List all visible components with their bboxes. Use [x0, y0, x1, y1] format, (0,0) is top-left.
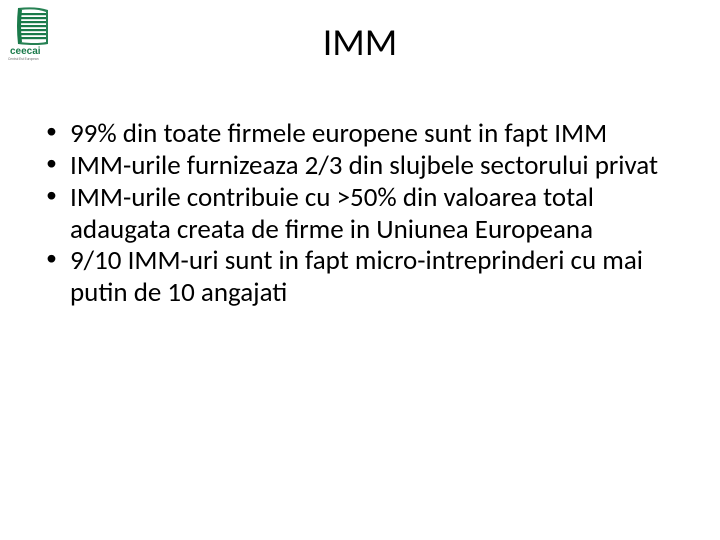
bullet-list: 99% din toate firmele europene sunt in f… — [42, 118, 684, 309]
page-title: IMM — [0, 20, 720, 66]
list-item: 9/10 IMM-uri sunt in fapt micro-intrepri… — [42, 245, 684, 309]
list-item: IMM-urile furnizeaza 2/3 din slujbele se… — [42, 150, 684, 182]
list-item: 99% din toate firmele europene sunt in f… — [42, 118, 684, 150]
list-item: IMM-urile contribuie cu >50% din valoare… — [42, 182, 684, 246]
